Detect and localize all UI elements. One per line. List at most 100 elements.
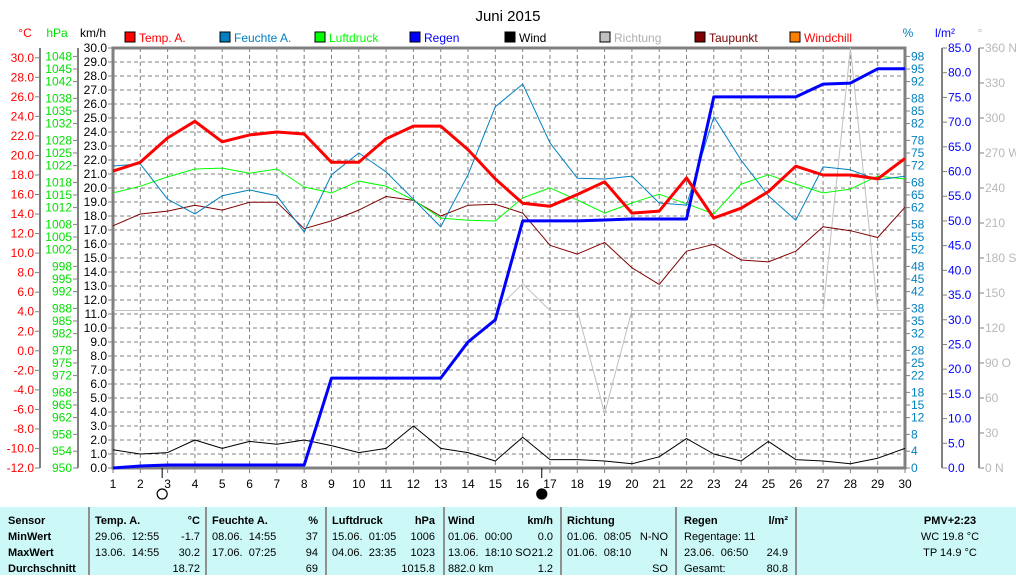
column-header: Regen (684, 515, 718, 527)
column-divider (325, 507, 327, 575)
wind-tick-label: 22.0 (84, 153, 108, 167)
humidity-tick-label: 88 (911, 91, 925, 105)
humidity-tick-label: 32 (911, 327, 925, 341)
wind-tick-label: 12.0 (84, 293, 108, 307)
pressure-tick-label: 995 (52, 272, 72, 286)
rain-tick-label: 65.0 (948, 140, 972, 154)
cell-value: 0.0 (537, 531, 553, 543)
row-label-avg: Durchschnitt (8, 563, 76, 575)
humidity-axis-unit: % (903, 26, 914, 40)
humidity-tick-label: 72 (911, 159, 925, 173)
series-line-wind (112, 425, 906, 465)
wind-tick-label: 1.0 (90, 447, 107, 461)
row-label-header: Sensor (8, 515, 46, 527)
temp-axis-unit: °C (18, 26, 32, 40)
rain-tick-label: 85.0 (948, 41, 972, 55)
wind-tick-label: 23.0 (84, 139, 108, 153)
wind-tick-label: 15.0 (84, 251, 108, 265)
wind-tick-label: 25.0 (84, 111, 108, 125)
moon-phases (156, 468, 548, 500)
column-unit: l/m² (768, 515, 788, 527)
humidity-tick-label: 98 (911, 49, 925, 63)
humidity-tick-label: 38 (911, 301, 925, 315)
cell-date: 13.06. 14:55 (95, 547, 160, 559)
humidity-tick-label: 42 (911, 285, 925, 299)
cell-date: 29.06. 12:55 (95, 531, 160, 543)
windchill-value: WC 19.8 °C (920, 531, 980, 543)
cell-value: 69 (305, 563, 318, 575)
rain-tick-label: 35.0 (948, 288, 972, 302)
temp-tick-label: 18.0 (11, 168, 35, 182)
x-tick-label: 11 (380, 477, 393, 491)
rain-tick-label: 20.0 (948, 362, 972, 376)
legend-swatch (789, 31, 801, 43)
temp-tick-label: 8.0 (17, 266, 34, 280)
temp-tick-label: -8.0 (13, 422, 34, 436)
cell-date: 01.06. 08:05 (567, 531, 632, 543)
pressure-tick-label: 1032 (45, 117, 72, 131)
pressure-tick-label: 1025 (45, 146, 72, 160)
temp-tick-label: -6.0 (13, 402, 34, 416)
wind-tick-label: 29.0 (84, 55, 108, 69)
pressure-tick-label: 950 (52, 461, 72, 475)
wind-tick-label: 30.0 (84, 41, 108, 55)
temp-tick-label: 26.0 (11, 90, 35, 104)
series-line-regen (112, 67, 905, 470)
humidity-tick-label: 25 (911, 356, 925, 370)
pressure-tick-label: 1028 (45, 133, 72, 147)
legend-swatch (314, 31, 326, 43)
rain-tick-label: 70.0 (948, 115, 972, 129)
pressure-tick-label: 998 (52, 259, 72, 273)
legend-swatch (409, 31, 421, 43)
pressure-tick-label: 975 (52, 356, 72, 370)
legend-label: Wind (519, 31, 546, 45)
x-tick-label: 1 (110, 477, 117, 491)
pressure-tick-label: 968 (52, 385, 72, 399)
cell-value: SO (652, 563, 668, 575)
pressure-tick-label: 965 (52, 398, 72, 412)
cell-value: 94 (305, 547, 318, 559)
chart-title: Juni 2015 (475, 8, 540, 25)
pressure-tick-label: 988 (52, 301, 72, 315)
wind-tick-label: 14.0 (84, 265, 108, 279)
cell-date: 13.06. 18:10 SO (448, 547, 532, 559)
cell-value: -1.7 (181, 531, 200, 543)
column-unit: km/h (527, 515, 553, 527)
x-tick-label: 22 (680, 477, 694, 491)
humidity-tick-label: 15 (911, 398, 925, 412)
pressure-tick-label: 1018 (45, 175, 72, 189)
x-tick-label: 5 (219, 477, 226, 491)
cell-date: Gesamt: (684, 563, 726, 575)
series-line-taupunkt (112, 196, 906, 285)
temp-tick-label: -10.0 (7, 441, 35, 455)
x-tick-label: 25 (762, 477, 776, 491)
direction-tick-label: 240 (985, 181, 1005, 195)
cell-value: 1015.8 (401, 563, 435, 575)
x-tick-label: 2 (137, 477, 144, 491)
wind-tick-label: 21.0 (84, 167, 108, 181)
cell-date: 23.06. 06:50 (684, 547, 749, 559)
x-tick-label: 7 (274, 477, 281, 491)
humidity-tick-label: 75 (911, 146, 925, 160)
temp-tick-label: -2.0 (13, 363, 34, 377)
temp-tick-label: 22.0 (11, 129, 35, 143)
humidity-tick-label: 68 (911, 175, 925, 189)
direction-tick-label: 150 (985, 286, 1005, 300)
column-divider (675, 507, 677, 575)
column-header: Luftdruck (332, 515, 383, 527)
legend-label: Richtung (614, 31, 661, 45)
row-label-min: MinWert (8, 531, 52, 543)
pressure-tick-label: 1005 (45, 230, 72, 244)
column-unit: hPa (414, 515, 435, 527)
pressure-tick-label: 1035 (45, 104, 72, 118)
x-tick-label: 24 (734, 477, 748, 491)
x-tick-label: 28 (844, 477, 858, 491)
x-tick-label: 19 (598, 477, 612, 491)
series-line-richtung (113, 47, 905, 414)
rain-tick-label: 45.0 (948, 239, 972, 253)
x-tick-label: 14 (461, 477, 475, 491)
pressure-tick-label: 1042 (45, 75, 72, 89)
pressure-tick-label: 962 (52, 411, 72, 425)
cell-date: Regentage: 11 (684, 531, 756, 543)
legend-swatch (599, 31, 611, 43)
